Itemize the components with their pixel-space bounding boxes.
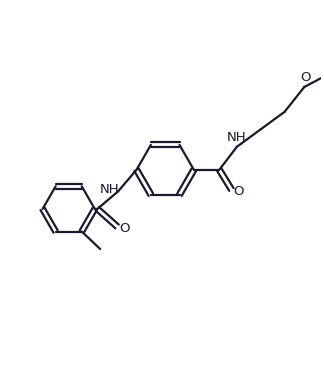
Text: NH: NH [99, 183, 119, 196]
Text: NH: NH [227, 131, 247, 145]
Text: O: O [233, 185, 244, 197]
Text: O: O [119, 222, 129, 235]
Text: O: O [301, 71, 311, 84]
